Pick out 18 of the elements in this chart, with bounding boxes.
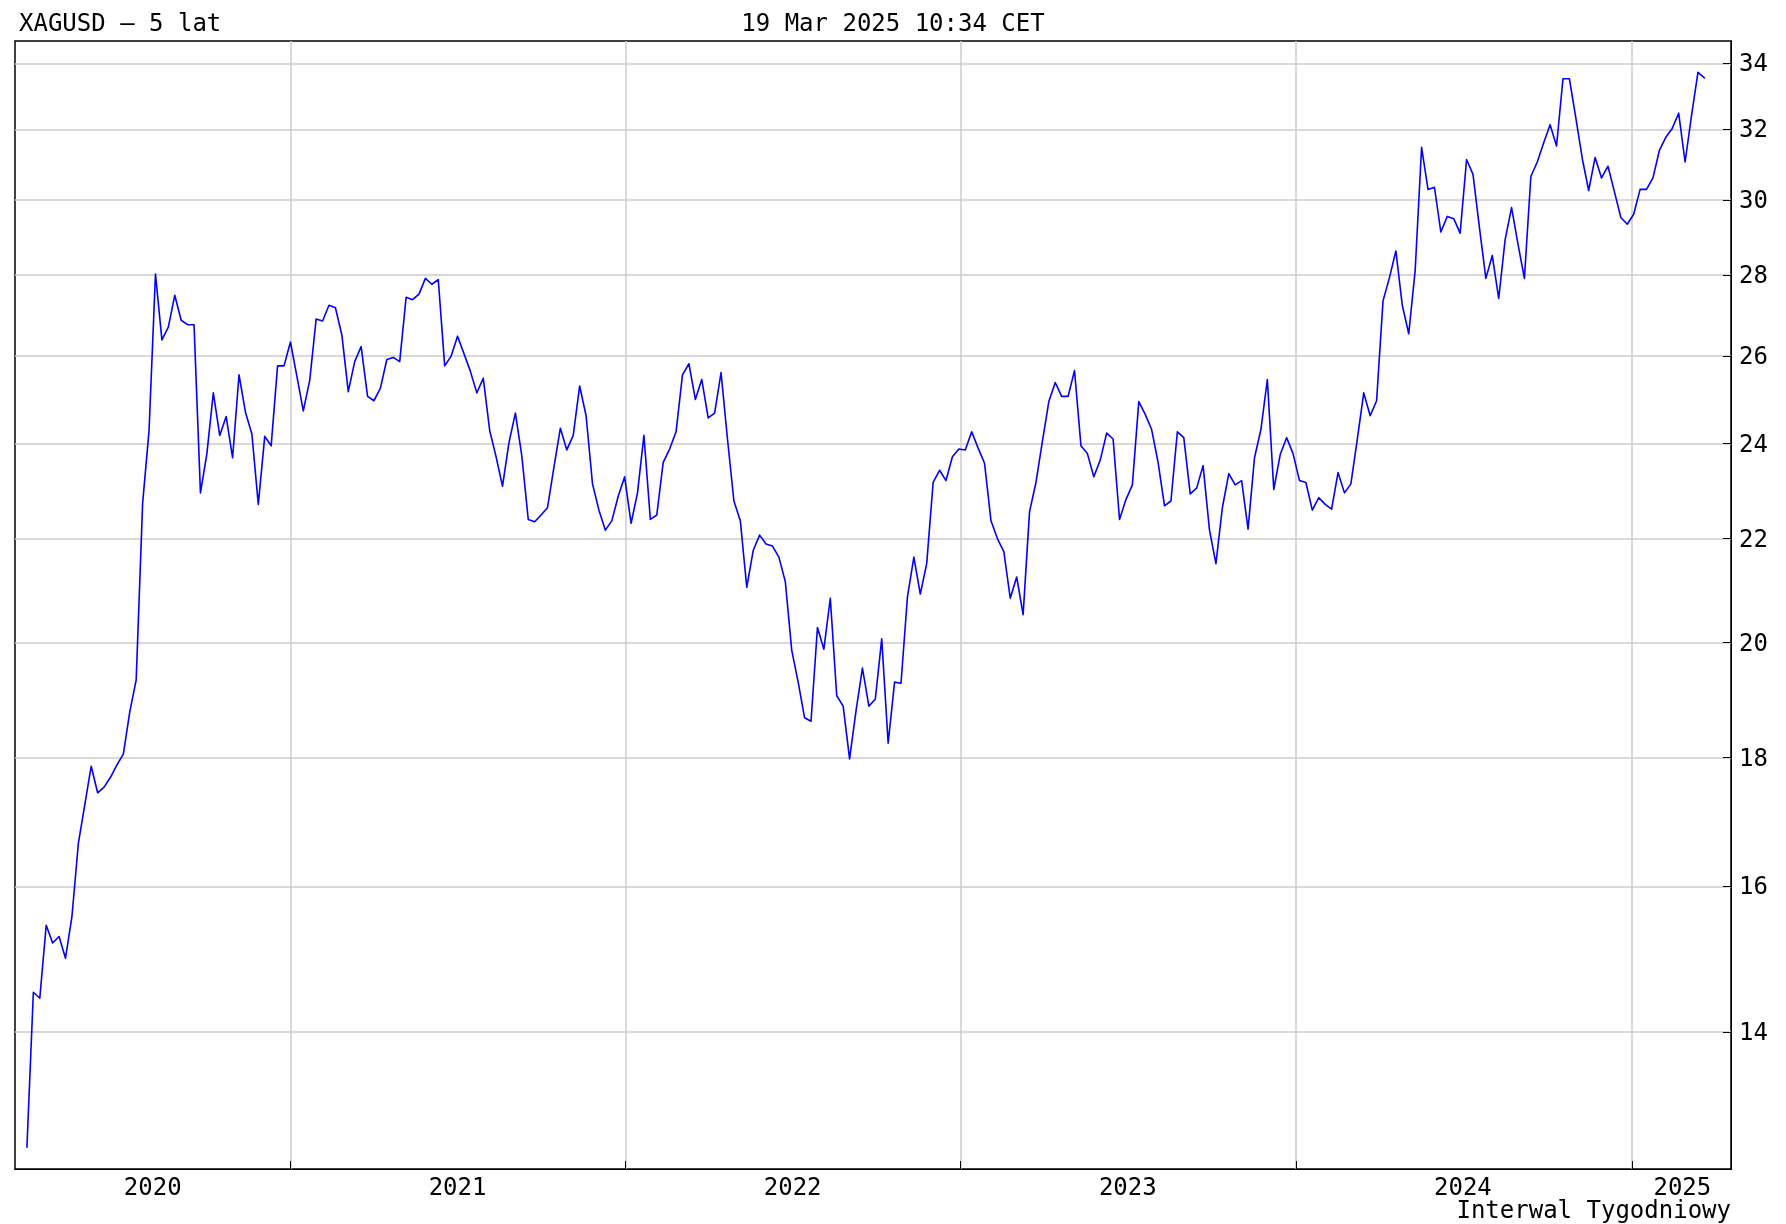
- x-tick-label: 2023: [1098, 1173, 1157, 1201]
- y-tick-label: 28: [1739, 261, 1768, 290]
- x-tick-label: 2021: [428, 1173, 487, 1201]
- x-tick-label: 2022: [763, 1173, 822, 1201]
- y-tick-label: 22: [1739, 524, 1768, 553]
- y-tick-label: 16: [1739, 872, 1768, 901]
- y-tick-label: 32: [1739, 115, 1768, 144]
- y-tick-label: 30: [1739, 185, 1768, 214]
- y-tick-label: 34: [1739, 49, 1768, 78]
- y-tick-label: 18: [1739, 743, 1768, 772]
- chart-subtitle: 19 Mar 2025 10:34 CET: [741, 9, 1045, 37]
- y-tick-label: 20: [1739, 628, 1768, 657]
- y-tick-label: 14: [1739, 1018, 1768, 1047]
- x-tick-label: 2020: [123, 1173, 182, 1201]
- y-tick-label: 24: [1739, 429, 1768, 458]
- line-series: [26, 71, 1706, 1148]
- chart-title: XAGUSD – 5 lat: [19, 9, 222, 37]
- y-tick-label: 26: [1739, 342, 1768, 371]
